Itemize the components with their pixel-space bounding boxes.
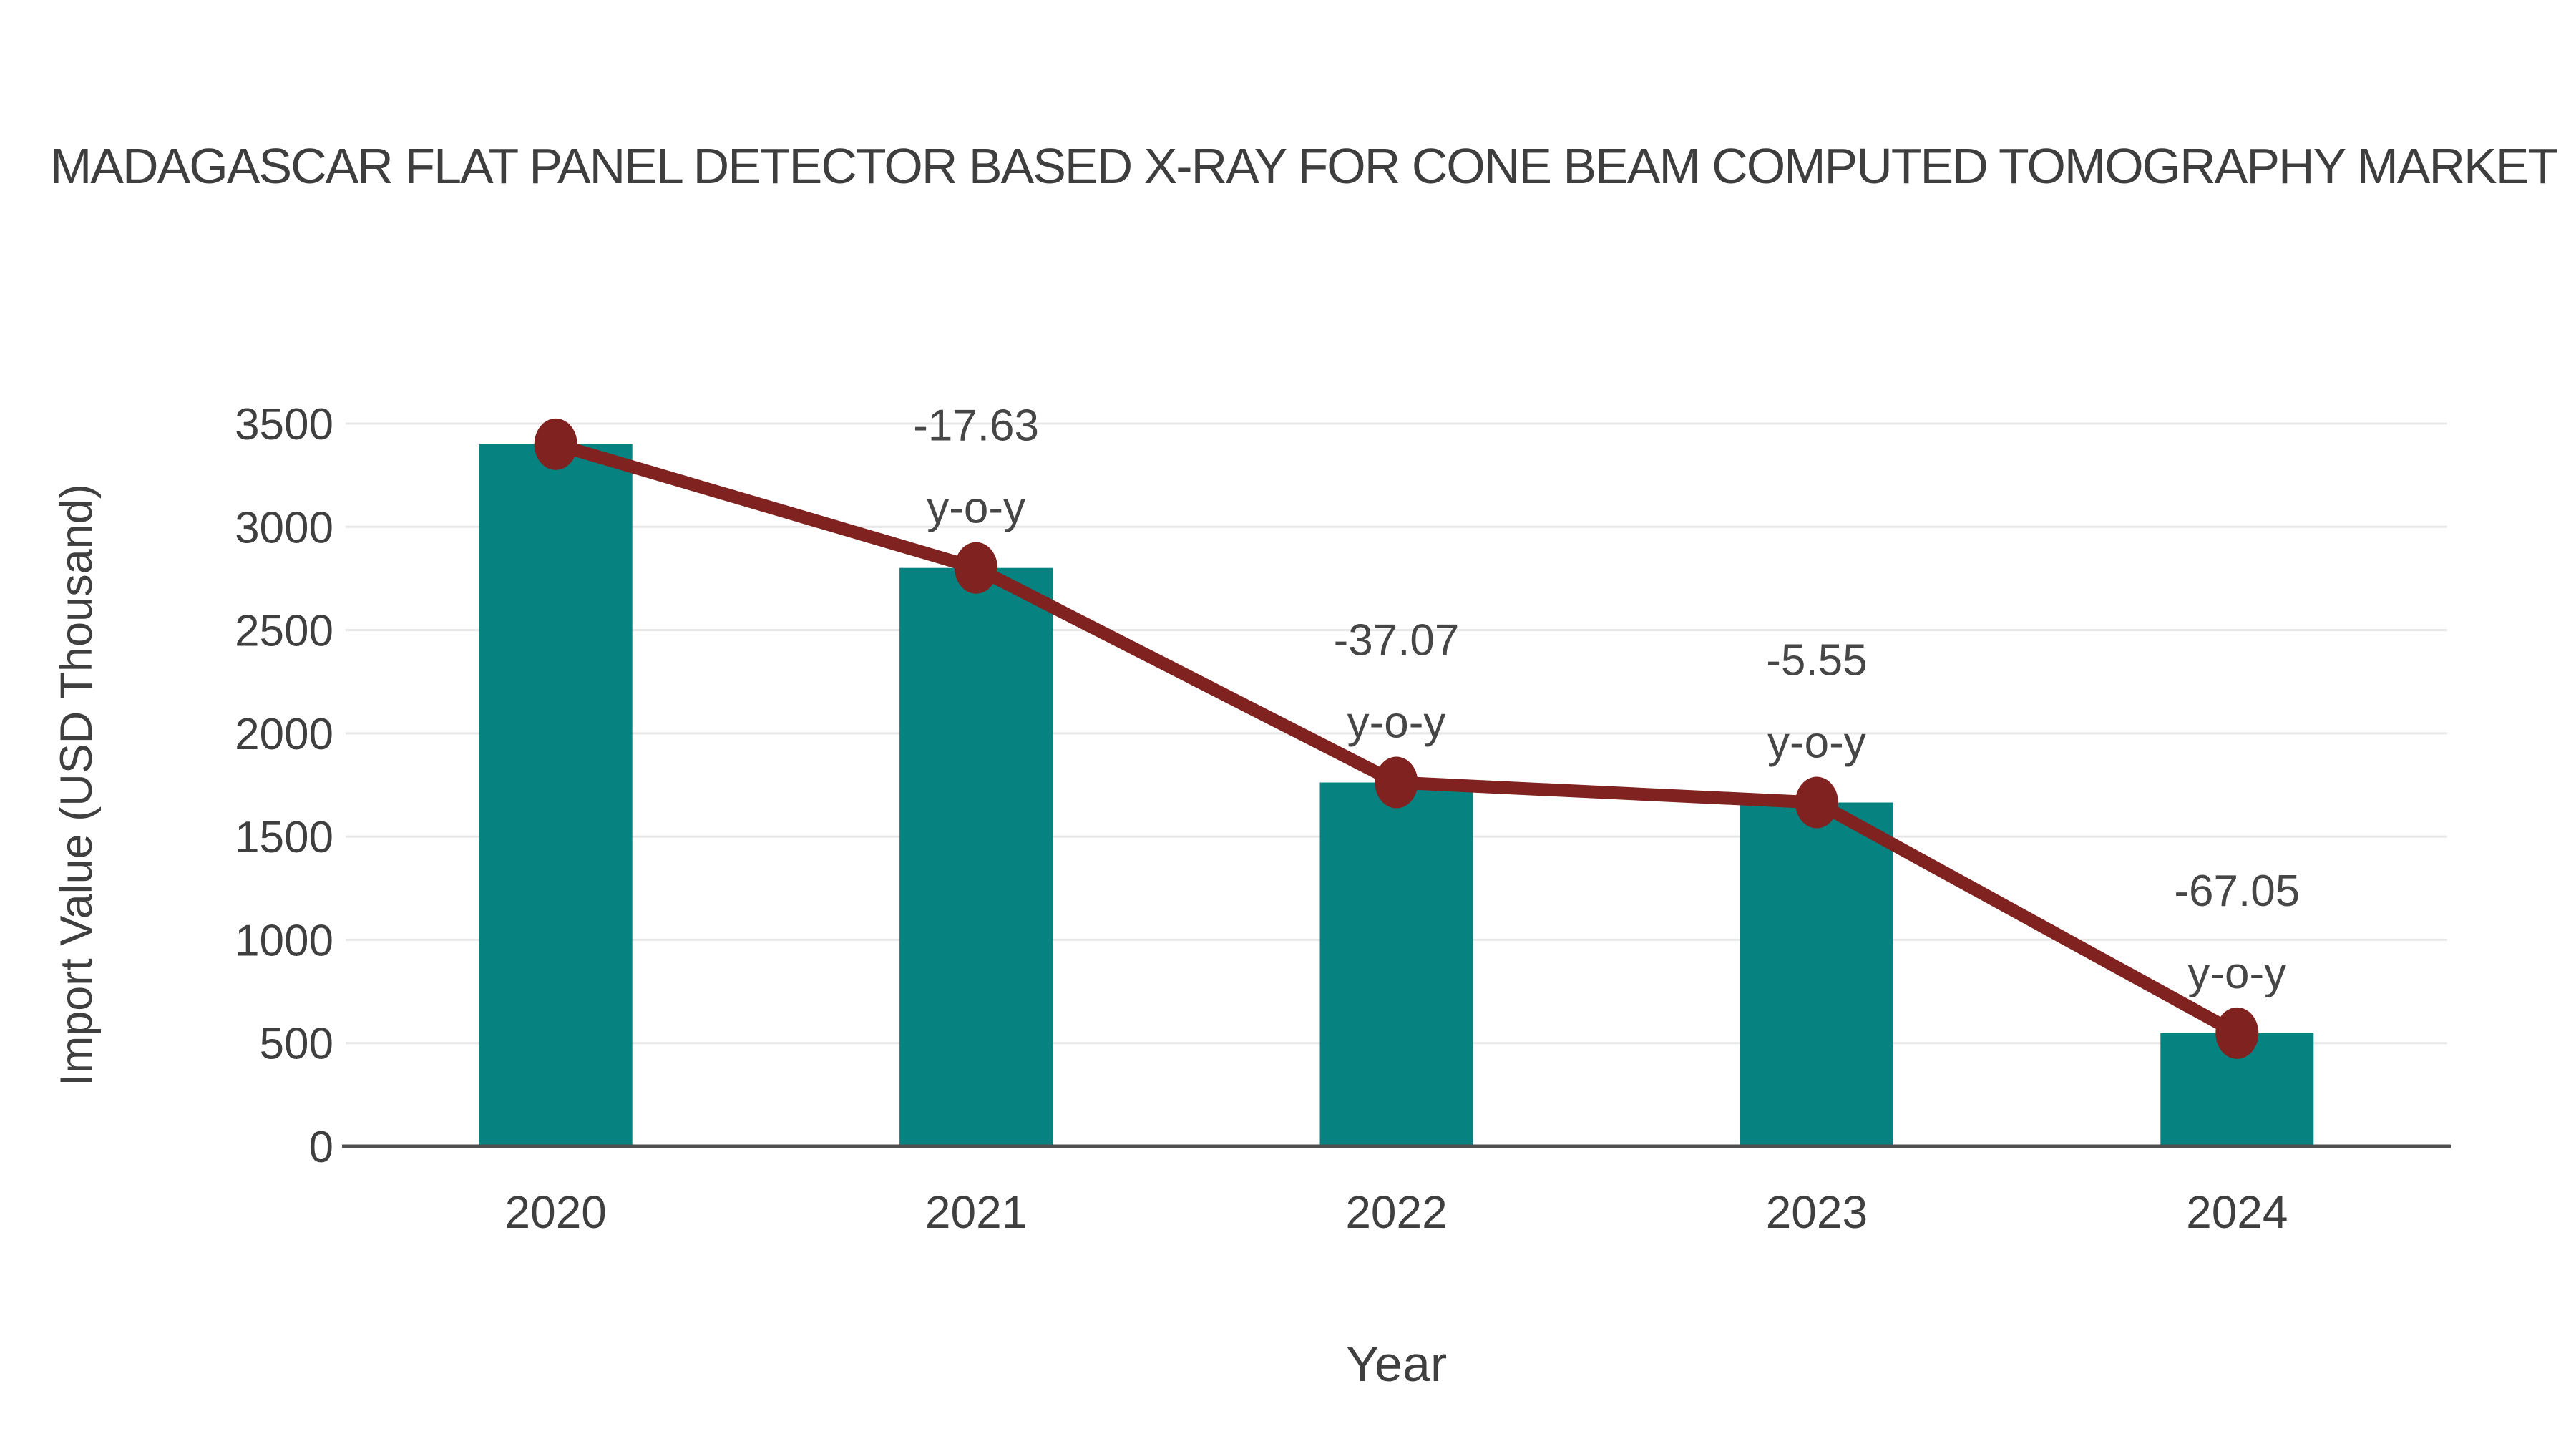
bar (899, 567, 1053, 1146)
y-tick-label: 1500 (235, 813, 333, 862)
y-tick-label: 3000 (235, 503, 333, 552)
annotation-value: -17.63 (913, 401, 1039, 451)
y-tick-label: 500 (260, 1020, 333, 1069)
line-marker (2215, 1007, 2259, 1059)
x-tick-label: 2024 (2186, 1186, 2288, 1238)
x-tick-label: 2020 (505, 1186, 607, 1238)
annotation-label: y-o-y (927, 484, 1025, 533)
x-tick-label: 2022 (1345, 1186, 1447, 1238)
y-tick-label: 2500 (235, 607, 333, 656)
line-marker (1795, 776, 1838, 829)
y-tick-label: 3500 (235, 400, 333, 449)
annotation-label: y-o-y (1347, 698, 1446, 748)
bar (1319, 782, 1473, 1146)
chart-title: MADAGASCAR FLAT PANEL DETECTOR BASED X-R… (50, 138, 2558, 194)
line-marker (534, 418, 577, 470)
y-tick-label: 2000 (235, 710, 333, 759)
line-marker (1375, 756, 1418, 809)
y-axis-title: Import Value (USD Thousand) (52, 484, 102, 1086)
bar (479, 444, 633, 1146)
bar (1740, 802, 1893, 1146)
annotation-value: -5.55 (1766, 636, 1867, 686)
x-tick-label: 2023 (1766, 1186, 1868, 1238)
y-tick-label: 0 (309, 1123, 333, 1172)
annotation-value: -37.07 (1334, 616, 1460, 665)
x-tick-label: 2021 (925, 1186, 1027, 1238)
x-axis-title: Year (1346, 1336, 1447, 1392)
annotation-label: y-o-y (2187, 949, 2286, 998)
y-tick-label: 1000 (235, 916, 333, 965)
line-marker (955, 542, 998, 594)
annotation-label: y-o-y (1767, 718, 1866, 768)
annotation-value: -67.05 (2174, 867, 2300, 916)
